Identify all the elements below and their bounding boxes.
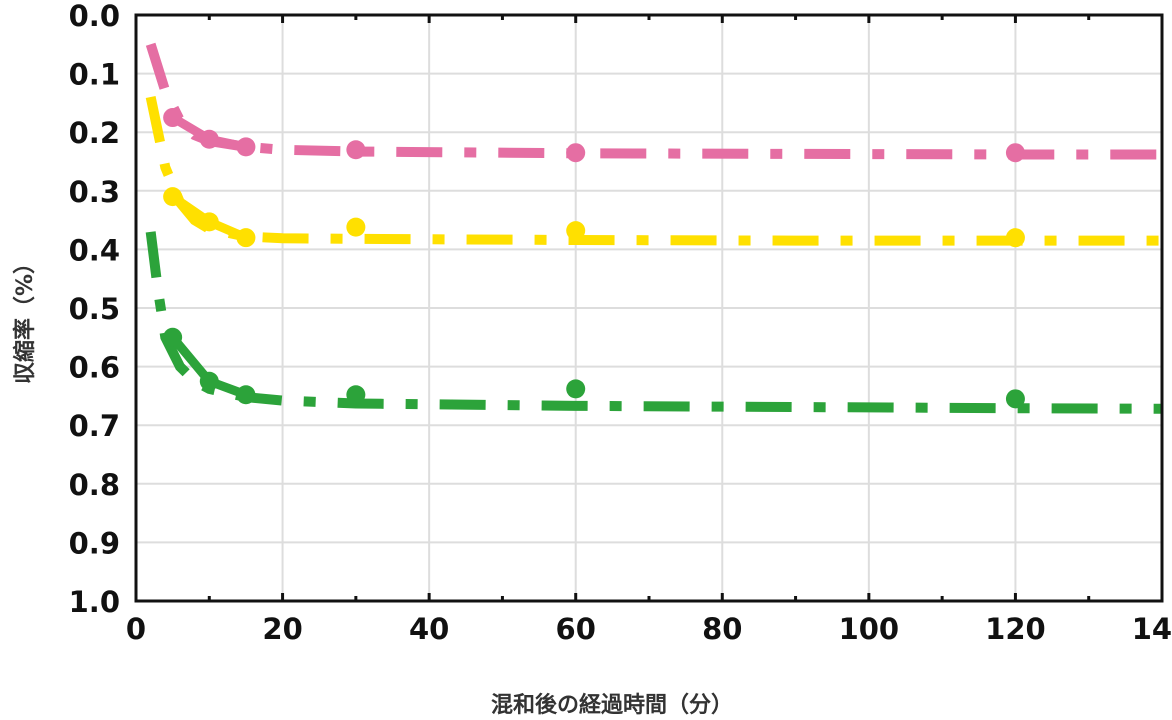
x-tick-label: 140 (1132, 612, 1172, 646)
data-point (1005, 228, 1025, 248)
data-point (163, 327, 183, 347)
data-point (163, 108, 183, 128)
x-tick-label: 60 (556, 612, 596, 646)
y-tick-label: 0.1 (69, 58, 120, 92)
x-tick-label: 40 (409, 612, 449, 646)
data-point (236, 137, 256, 157)
y-tick-label: 0.7 (69, 409, 120, 443)
y-tick-label: 0.0 (69, 0, 120, 33)
data-point (566, 143, 586, 163)
x-tick-label: 0 (126, 612, 146, 646)
series-1 (145, 96, 1162, 248)
data-point (566, 379, 586, 399)
y-tick-label: 0.4 (69, 233, 120, 267)
data-point (199, 129, 219, 149)
plot-frame (134, 13, 1164, 603)
data-point (1005, 143, 1025, 163)
x-tick-label: 120 (985, 612, 1046, 646)
data-point (1005, 389, 1025, 409)
x-tick-label: 20 (262, 612, 302, 646)
axes: 0 20 40 60 80 100 120 140 0.0 0.1 0.2 0.3 0.4 0.5 0.6 0… (69, 0, 1172, 646)
y-axis-label: 収縮率（%） (12, 252, 38, 384)
series-0 (145, 42, 1162, 163)
data-point (236, 228, 256, 248)
y-tick-label: 0.6 (69, 351, 120, 385)
data-point (163, 187, 183, 207)
series-group (145, 42, 1163, 414)
y-tick-label: 1.0 (69, 585, 120, 619)
data-point (566, 221, 586, 241)
fit-curve (145, 42, 1162, 160)
x-axis-label: 混和後の経過時間（分） (491, 692, 733, 718)
data-point (236, 385, 256, 405)
y-tick-label: 0.9 (69, 526, 120, 560)
data-point (199, 212, 219, 232)
grid (136, 15, 1162, 601)
fit-curve (145, 231, 1163, 414)
data-point (346, 140, 366, 160)
fit-curve (145, 96, 1162, 246)
y-tick-label: 0.8 (69, 468, 120, 502)
y-tick-label: 0.3 (69, 175, 120, 209)
series-2 (145, 231, 1163, 414)
y-tick-label: 0.2 (69, 116, 120, 150)
y-tick-label: 0.5 (69, 292, 120, 326)
x-tick-label: 80 (702, 612, 742, 646)
x-tick-label: 100 (839, 612, 900, 646)
data-point (346, 385, 366, 405)
data-point (346, 217, 366, 237)
data-point (199, 371, 219, 391)
